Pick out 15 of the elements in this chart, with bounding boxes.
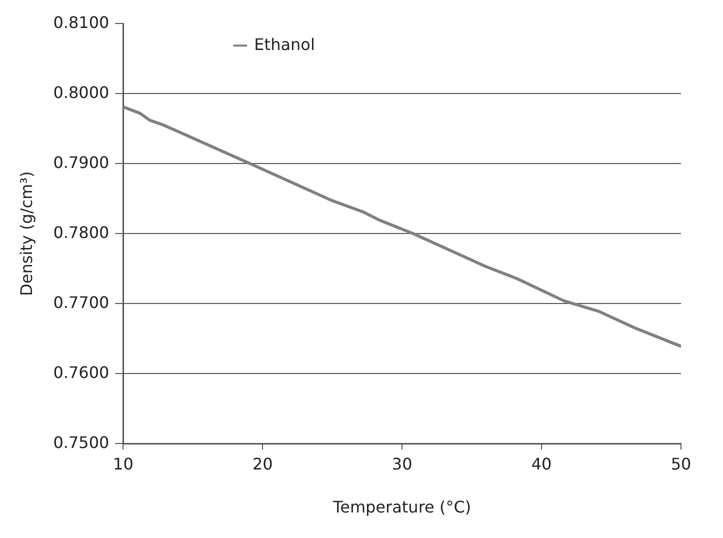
y-tick-label: 0.8100 <box>53 12 110 32</box>
y-tick-label: 0.7600 <box>53 362 110 382</box>
y-tick-label: 0.7900 <box>53 152 110 172</box>
x-tick-label: 30 <box>392 454 412 474</box>
x-axis-title: Temperature (°C) <box>332 498 472 517</box>
y-tick-label: 0.7500 <box>53 432 110 452</box>
x-tick-label: 50 <box>670 454 692 474</box>
legend-label: Ethanol <box>254 34 315 54</box>
x-tick-label: 20 <box>252 454 273 474</box>
y-tick-label: 0.7700 <box>53 292 110 312</box>
y-tick-label: 0.7800 <box>53 222 110 242</box>
x-tick-label: 40 <box>531 454 552 474</box>
y-axis-title: Density (g/cm³) <box>16 171 36 296</box>
y-tick-label: 0.8000 <box>53 82 110 102</box>
x-tick-label: 10 <box>113 454 134 474</box>
